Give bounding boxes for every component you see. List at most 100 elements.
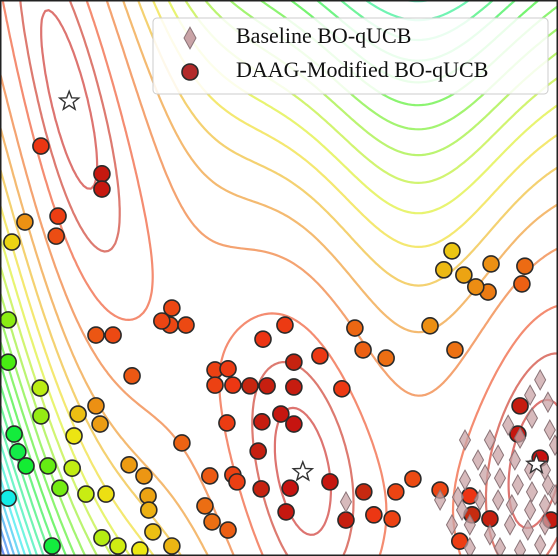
- daag-point: [144, 523, 162, 541]
- daag-point: [163, 537, 181, 555]
- daag-point: [446, 341, 464, 359]
- daag-point: [31, 379, 49, 397]
- baseline-point: [445, 513, 459, 536]
- daag-point: [131, 541, 149, 556]
- baseline-point: [508, 449, 521, 471]
- baseline-point: [492, 444, 505, 467]
- baseline-point: [524, 499, 537, 521]
- baseline-point: [541, 391, 555, 414]
- baseline-point: [458, 429, 472, 451]
- daag-point: [252, 480, 270, 498]
- legend-symbol: [183, 26, 197, 50]
- baseline-point: [493, 467, 507, 490]
- daag-point: [513, 275, 531, 293]
- daag-point: [97, 485, 115, 503]
- daag-point: [3, 233, 21, 251]
- daag-point: [355, 483, 373, 501]
- daag-point: [272, 405, 290, 423]
- optimum-marker: [291, 459, 315, 482]
- baseline-point: [493, 536, 507, 556]
- daag-point: [123, 367, 141, 385]
- daag-point: [346, 319, 364, 337]
- daag-point: [5, 425, 23, 443]
- daag-point: [109, 537, 127, 555]
- legend-box: [152, 17, 549, 95]
- daag-point: [276, 316, 294, 334]
- baseline-point: [471, 449, 485, 471]
- baseline-point: [525, 480, 539, 503]
- daag-point: [311, 347, 329, 365]
- daag-point: [321, 473, 339, 491]
- optimum-marker: [525, 452, 548, 475]
- baseline-point: [483, 523, 496, 546]
- daag-point: [32, 407, 50, 425]
- baseline-point: [548, 434, 558, 457]
- daag-point: [254, 330, 272, 348]
- daag-point: [93, 529, 111, 547]
- daag-point: [63, 459, 81, 477]
- baseline-point: [543, 419, 556, 441]
- daag-point: [365, 506, 383, 524]
- baseline-point: [534, 369, 547, 391]
- daag-point: [206, 376, 224, 394]
- daag-point: [17, 457, 35, 475]
- baseline-point: [483, 429, 496, 451]
- baseline-point: [505, 493, 518, 516]
- daag-point: [455, 266, 473, 284]
- baseline-point: [458, 469, 472, 491]
- daag-point: [228, 473, 246, 491]
- daag-point: [69, 405, 87, 423]
- daag-point: [387, 483, 405, 501]
- daag-point: [104, 326, 122, 344]
- baseline-point: [463, 513, 476, 536]
- daag-point: [120, 456, 138, 474]
- daag-point: [0, 489, 17, 507]
- daag-point: [140, 501, 158, 519]
- daag-point: [87, 397, 105, 415]
- baseline-point: [473, 489, 486, 511]
- daag-point: [404, 470, 422, 488]
- daag-point: [173, 434, 191, 452]
- baseline-point: [434, 489, 447, 511]
- baseline-point: [521, 519, 534, 541]
- daag-point: [285, 378, 303, 396]
- daag-point: [0, 353, 17, 371]
- daag-point: [434, 261, 453, 279]
- legend: Baseline BO-qUCB DAAG-Modified BO-qUCB: [152, 17, 549, 95]
- daag-point: [47, 227, 65, 245]
- daag-point: [0, 311, 17, 329]
- daag-point: [203, 513, 221, 531]
- daag-point: [91, 415, 109, 433]
- daag-point: [65, 427, 83, 445]
- daag-point: [77, 485, 95, 503]
- daag-point: [333, 380, 351, 398]
- baseline-point: [525, 407, 539, 430]
- baseline-point: [541, 473, 555, 496]
- daag-point: [511, 397, 529, 415]
- baseline-point: [339, 490, 353, 513]
- daag-point: [9, 443, 27, 461]
- daag-point: [224, 376, 242, 394]
- daag-point: [219, 521, 237, 539]
- daag-point: [16, 213, 34, 231]
- daag-point: [135, 467, 153, 485]
- baseline-point: [538, 513, 552, 536]
- daag-point: [43, 537, 61, 555]
- daag-point: [482, 255, 500, 273]
- daag-point: [516, 257, 534, 275]
- baseline-point: [524, 384, 537, 407]
- daag-point: [177, 316, 195, 334]
- legend-symbol: [181, 63, 199, 81]
- daag-point: [39, 457, 57, 475]
- daag-point: [49, 207, 67, 225]
- daag-point: [281, 479, 299, 497]
- daag-point: [51, 479, 69, 497]
- daag-point: [219, 360, 237, 378]
- legend-label: DAAG-Modified BO-qUCB: [236, 57, 488, 82]
- daag-point: [421, 317, 439, 335]
- baseline-point: [479, 463, 492, 486]
